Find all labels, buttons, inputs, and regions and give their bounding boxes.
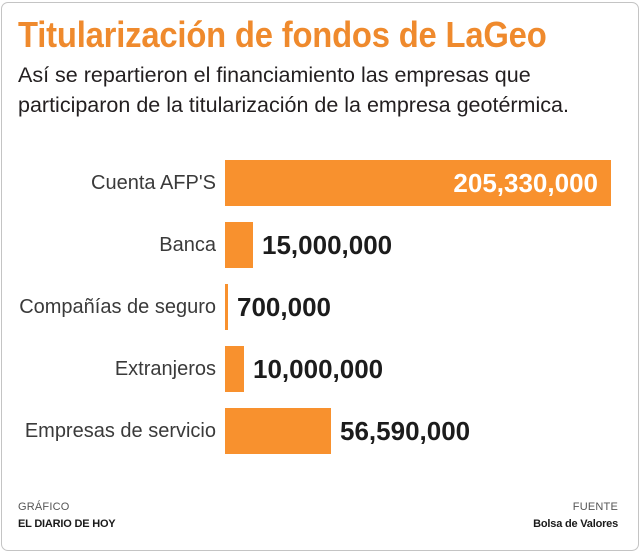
category-label-companias-de-seguro: Compañías de seguro <box>19 296 216 318</box>
value-label-companias-de-seguro: 700,000 <box>237 292 331 322</box>
bar-cuenta-afp-s <box>225 160 611 206</box>
value-label-extranjeros: 10,000,000 <box>253 354 384 384</box>
horizontal-bar-chart: Cuenta AFP'S 205,330,000 Banca 15,000,000 Co… <box>19 160 611 454</box>
category-label-extranjeros: Extranjeros <box>114 358 216 380</box>
graphic-credit: EL DIARIO DE HOY <box>18 518 116 530</box>
graphic-credit-label: GRÁFICO <box>18 501 70 513</box>
graphic-credit-block: GRÁFICO EL DIARIO DE HOY <box>18 501 116 530</box>
subtitle-line-1: Así se repartieron el financiamiento las… <box>18 63 531 87</box>
value-label-banca: 15,000,000 <box>262 230 393 260</box>
bar-extranjeros <box>225 346 244 392</box>
value-label-empresas-de-servicio: 56,590,000 <box>340 416 471 446</box>
chart-subtitle: Así se repartieron el financiamiento las… <box>18 60 569 120</box>
category-label-cuenta-afp-s: Cuenta AFP'S <box>91 172 216 194</box>
bar-banca <box>225 222 253 268</box>
source-name: Bolsa de Valores <box>533 518 618 530</box>
source-label: FUENTE <box>572 501 618 513</box>
chart-title: Titularización de fondos de LaGeo <box>18 14 547 55</box>
category-label-empresas-de-servicio: Empresas de servicio <box>24 420 216 442</box>
value-label-cuenta-afp-s: 205,330,000 <box>453 168 598 198</box>
category-label-banca: Banca <box>159 234 216 256</box>
bar-empresas-de-servicio <box>225 408 331 454</box>
source-block: FUENTE Bolsa de Valores <box>533 502 618 530</box>
subtitle-line-2: participaron de la titularización de la … <box>18 93 569 117</box>
bar-companias-de-seguro <box>225 284 228 330</box>
